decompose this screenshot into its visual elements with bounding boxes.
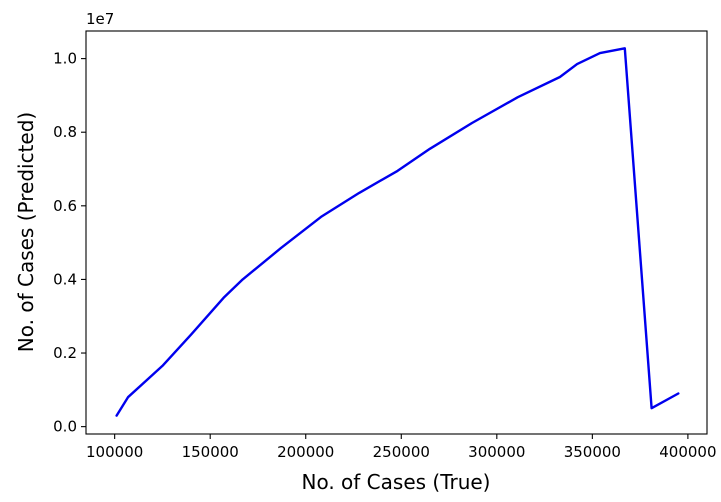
x-axis-title: No. of Cases (True) [301, 470, 490, 494]
x-tick-label: 250000 [373, 443, 430, 461]
series-line-0 [115, 47, 680, 417]
x-tick-label: 150000 [182, 443, 239, 461]
y-tick-label: 0.2 [53, 344, 77, 362]
y-tick-label: 0.8 [53, 123, 77, 141]
plot-area [115, 47, 680, 417]
y-tick-label: 1.0 [53, 50, 77, 68]
y-tick-label: 0.6 [53, 197, 77, 215]
x-tick-label: 200000 [277, 443, 334, 461]
y-axis: 0.0 0.2 0.4 0.6 0.8 1.0 [53, 50, 86, 436]
y-tick-label: 0.4 [53, 270, 77, 288]
x-axis: 100000 150000 200000 250000 300000 350000 4000… [86, 434, 717, 461]
x-tick-label: 100000 [86, 443, 143, 461]
x-tick-label: 350000 [564, 443, 621, 461]
x-tick-label: 300000 [468, 443, 525, 461]
x-tick-label: 400000 [659, 443, 716, 461]
y-offset-label: 1e7 [86, 10, 114, 28]
y-axis-title: No. of Cases (Predicted) [14, 112, 38, 352]
plot-frame [85, 30, 708, 435]
y-tick-label: 0.0 [53, 418, 77, 436]
